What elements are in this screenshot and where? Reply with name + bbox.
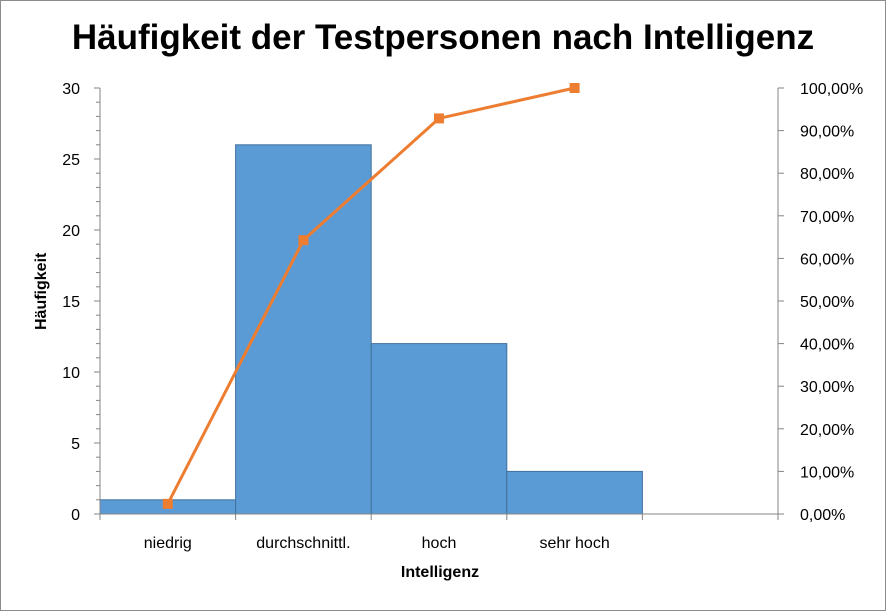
x-tick-label: hoch — [422, 535, 457, 552]
x-axis-label: Intelligenz — [400, 564, 480, 581]
x-tick-label: sehr hoch — [539, 535, 609, 552]
y2-tick-label: 0,00% — [800, 507, 845, 524]
y2-tick-label: 10,00% — [800, 464, 854, 481]
y-tick-label: 15 — [62, 294, 80, 311]
cumulative-point-1 — [162, 498, 173, 509]
bar-hoch — [370, 343, 508, 515]
cumulative-point-4 — [569, 83, 580, 93]
y-tick-label: 30 — [62, 81, 80, 98]
y-tick-label: 5 — [71, 436, 80, 453]
y-tick-label: 0 — [71, 507, 80, 524]
cumulative-line — [166, 86, 575, 505]
y2-tick-label: 70,00% — [800, 209, 854, 226]
cumulative-point-2 — [298, 235, 309, 246]
y2-tick-label: 80,00% — [800, 166, 854, 183]
y-tick-label: 10 — [62, 365, 80, 382]
y2-tick-label: 50,00% — [800, 294, 854, 311]
cumulative-point-3 — [434, 113, 444, 124]
chart-title: Häufigkeit der Testpersonen nach Intelli… — [71, 18, 815, 57]
y-tick-label: 20 — [62, 223, 80, 240]
x-tick-label: niedrig — [144, 535, 192, 552]
y2-tick-label: 20,00% — [800, 422, 854, 439]
bar-sehr-hoch — [506, 470, 643, 515]
y2-tick-label: 60,00% — [800, 251, 854, 268]
x-tick-label: durchschnittl. — [256, 535, 350, 552]
y2-tick-label: 90,00% — [800, 124, 854, 141]
y2-tick-label: 100,00% — [800, 81, 863, 98]
y2-tick-label: 30,00% — [800, 379, 854, 396]
y-tick-label: 25 — [62, 152, 80, 169]
y2-tick-label: 40,00% — [800, 337, 854, 354]
